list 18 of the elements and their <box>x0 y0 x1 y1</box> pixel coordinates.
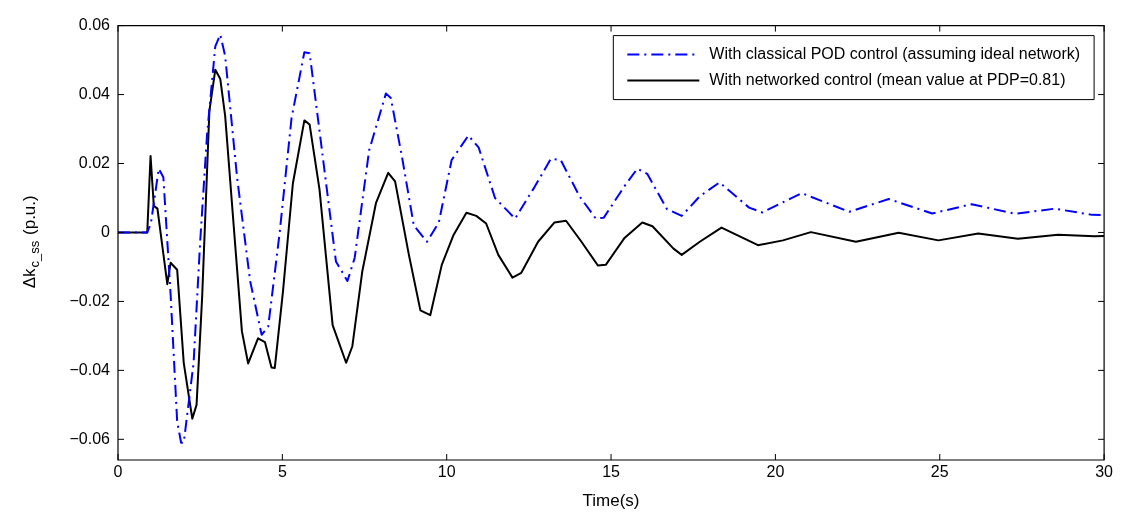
y-tick-label: 0.02 <box>78 153 111 171</box>
x-tick-label: 0 <box>113 463 123 481</box>
y-tick-label: 0.04 <box>78 84 111 102</box>
x-tick-label: 5 <box>277 463 287 481</box>
y-tick-label: −0.02 <box>69 291 111 309</box>
x-tick-label: 30 <box>1095 463 1114 481</box>
legend-label: With networked control (mean value at PDP=0.81) <box>709 71 1066 89</box>
x-tick-label: 10 <box>437 463 456 481</box>
x-axis-title: Time(s) <box>582 491 640 511</box>
y-tick-label: −0.06 <box>69 429 111 447</box>
y-tick-label: 0.06 <box>78 16 111 34</box>
x-tick-label: 15 <box>602 463 621 481</box>
y-axis-title: Δkc_ss (p.u.) <box>19 195 42 289</box>
y-tick-label: −0.04 <box>69 360 111 378</box>
legend-label: With classical POD control (assuming ideal network) <box>709 45 1081 63</box>
y-tick-label: 0 <box>101 222 111 240</box>
x-tick-label: 20 <box>766 463 785 481</box>
x-tick-label: 25 <box>930 463 949 481</box>
